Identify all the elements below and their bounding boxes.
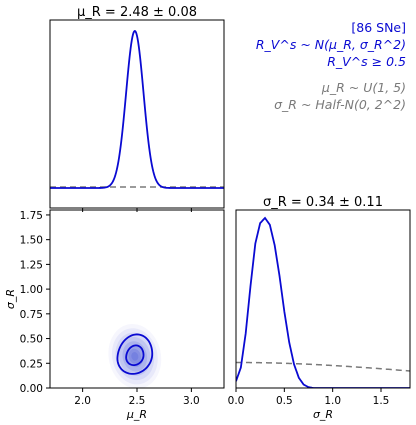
sne-count: [86 SNe] — [351, 20, 406, 35]
density-shade-ring — [115, 332, 155, 381]
sigma-xtick-label: 0.5 — [276, 395, 293, 407]
sigma-xtick-label: 1.0 — [324, 395, 341, 407]
joint-ytick-label: 1.25 — [20, 259, 43, 271]
mu-marginal-panel: μ_R = 2.48 ± 0.08 — [49, 5, 225, 212]
joint-ytick-label: 1.00 — [20, 284, 43, 296]
rv-distribution: R_V^s ~ N(μ_R, σ_R^2) — [256, 37, 406, 52]
sigma-prior-label: σ_R ~ Half-N(0, 2^2) — [274, 97, 406, 112]
joint-ytick-label: 1.75 — [20, 210, 43, 222]
joint-ytick-label: 0.50 — [20, 334, 43, 346]
sigma-xlabel: σ_R — [313, 408, 333, 421]
mu-posterior-line — [50, 30, 224, 189]
rv-truncation: R_V^s ≥ 0.5 — [327, 54, 406, 69]
joint-xtick-label: 2.0 — [74, 395, 91, 407]
sigma-marginal-frame — [235, 209, 411, 389]
sigma-marginal-title: σ_R = 0.34 ± 0.11 — [263, 195, 383, 210]
contour-1sigma — [125, 344, 145, 367]
joint-ytick-label: 1.50 — [20, 235, 43, 247]
model-annotation: [86 SNe] R_V^s ~ N(μ_R, σ_R^2) R_V^s ≥ 0… — [256, 20, 406, 112]
mu-prior-label: μ_R ~ U(1, 5) — [321, 80, 406, 95]
density-shade-ring — [131, 352, 139, 361]
density-shade-ring — [128, 348, 141, 364]
sigma-xtick-label: 1.5 — [373, 395, 390, 407]
joint-ytick-label: 0.00 — [20, 383, 43, 395]
density-shade-ring — [118, 336, 151, 376]
sigma-prior-line — [236, 361, 410, 372]
joint-xlabel: μ_R — [126, 408, 147, 421]
joint-xtick-label: 2.5 — [129, 395, 146, 407]
mu-marginal-frame — [49, 19, 225, 209]
sigma-marginal-panel: σ_R = 0.34 ± 0.11 0.0 0.5 1.0 1.5 σ_R — [228, 195, 411, 421]
sigma-marginal-ticks: 0.0 0.5 1.0 1.5 — [228, 388, 390, 407]
contour-2sigma — [116, 333, 154, 375]
joint-contour-ticks: 2.0 2.5 3.0 0.00 0.25 0.50 0.75 1.00 1.25 1.50 1.7… — [20, 210, 200, 407]
joint-density-shading — [108, 323, 162, 388]
joint-contour-panel: 2.0 2.5 3.0 0.00 0.25 0.50 0.75 1.00 1.25 1.50 1.7… — [4, 209, 225, 421]
density-shade-ring — [126, 345, 144, 368]
mu-marginal-title: μ_R = 2.48 ± 0.08 — [77, 5, 197, 20]
sigma-posterior-line — [236, 216, 410, 388]
sigma-xtick-label: 0.0 — [228, 395, 245, 407]
joint-ylabel: σ_R — [4, 289, 17, 309]
joint-ytick-label: 0.25 — [20, 358, 43, 370]
joint-ytick-label: 0.75 — [20, 309, 43, 321]
joint-xtick-label: 3.0 — [183, 395, 200, 407]
